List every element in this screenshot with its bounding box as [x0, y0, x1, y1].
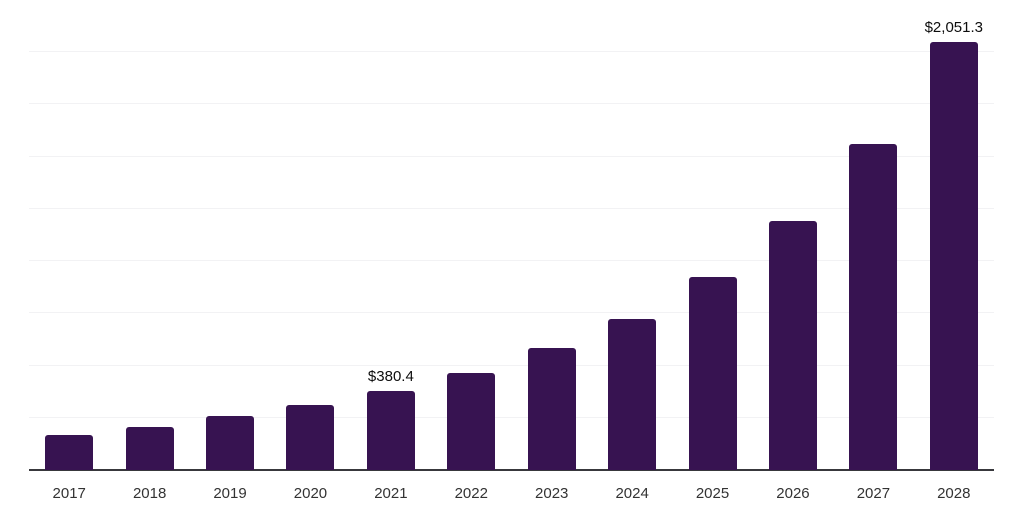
gridline — [29, 155, 994, 157]
bar-2024 — [608, 318, 657, 470]
bar-2027 — [849, 144, 898, 470]
bar-2021 — [366, 390, 415, 470]
bar-2019 — [206, 415, 255, 470]
x-tick-label-2017: 2017 — [52, 485, 86, 502]
x-tick-label-2018: 2018 — [132, 485, 167, 502]
x-tick-label-2023: 2023 — [535, 485, 569, 502]
x-tick-label-2024: 2024 — [615, 485, 649, 502]
value-label-2028: $2,051.3 — [924, 18, 983, 36]
x-tick-label-2027: 2027 — [856, 485, 891, 502]
bar-2028 — [929, 41, 978, 470]
bar-2025 — [688, 277, 737, 470]
gridline — [29, 260, 994, 262]
x-tick-label-2026: 2026 — [776, 485, 810, 502]
gridline — [29, 364, 994, 366]
gridline — [29, 312, 994, 314]
x-axis-tick-labels: 2017 2018 2019 2020 2021 2022 2023 2024 2025 2026… — [29, 486, 994, 506]
x-tick-label-2025: 2025 — [695, 485, 730, 502]
x-tick-label-2020: 2020 — [293, 485, 328, 502]
plot-area: $380.4 $2,051.3 — [29, 0, 994, 471]
bar-2020 — [286, 404, 335, 470]
bar-2017 — [45, 434, 94, 470]
x-tick-label-2021: 2021 — [374, 485, 408, 502]
gridline — [29, 416, 994, 418]
gridline — [29, 103, 994, 105]
bar-2018 — [125, 427, 174, 470]
bar-2022 — [447, 373, 496, 470]
value-label-2021: $380.4 — [367, 367, 414, 385]
x-axis-line — [29, 469, 994, 471]
x-tick-label-2019: 2019 — [213, 485, 247, 502]
bar-2023 — [527, 348, 576, 470]
gridline — [29, 51, 994, 53]
gridline — [29, 207, 994, 209]
bar-2026 — [768, 221, 817, 470]
x-tick-label-2022: 2022 — [454, 485, 488, 502]
x-tick-label-2028: 2028 — [937, 485, 971, 502]
